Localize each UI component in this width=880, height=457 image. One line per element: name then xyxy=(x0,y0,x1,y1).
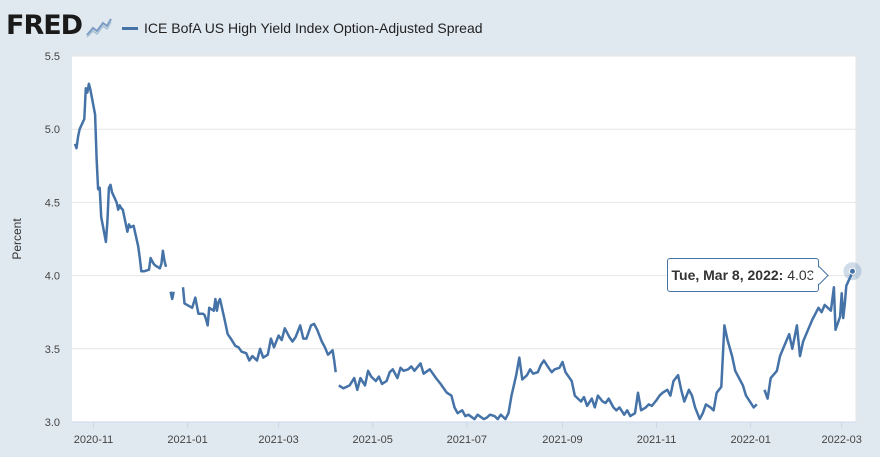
x-tick-label: 2021-11 xyxy=(637,434,677,446)
y-tick-label: 5.0 xyxy=(45,124,60,136)
x-tick-label: 2022-01 xyxy=(730,434,770,446)
fred-logo[interactable]: FRED xyxy=(6,10,83,41)
series-lines xyxy=(73,82,854,421)
x-tick-label: 2021-05 xyxy=(353,434,393,446)
chart-line-icon xyxy=(86,18,112,38)
y-tick-label: 4.5 xyxy=(45,197,60,209)
x-tick-label: 2021-03 xyxy=(258,434,298,446)
tooltip-date: Tue, Mar 8, 2022 xyxy=(671,267,779,283)
series-line-segment xyxy=(763,270,854,400)
legend-swatch xyxy=(122,26,138,30)
x-axis-ticks: 2020-11 2021-01 2021-03 2021-05 2021-07 2021-… xyxy=(74,422,862,446)
series-line-segment xyxy=(338,324,758,421)
highlight-point[interactable] xyxy=(848,267,856,275)
legend-label: ICE BofA US High Yield Index Option-Adju… xyxy=(144,20,483,36)
y-tick-label: 5.5 xyxy=(45,51,60,63)
plot-area xyxy=(72,56,856,422)
x-tick-label: 2021-01 xyxy=(167,434,207,446)
series-line-segment xyxy=(181,287,337,373)
x-tick-label: 2022-03 xyxy=(821,434,861,446)
x-tick-label: 2021-07 xyxy=(447,434,487,446)
gridlines xyxy=(72,55,857,423)
y-axis-ticks: 3.0 3.5 4.0 4.5 5.0 5.5 xyxy=(45,51,60,429)
data-tooltip: Tue, Mar 8, 2022: 4.03 xyxy=(667,258,819,292)
x-tick-label: 2021-09 xyxy=(542,434,582,446)
series-line-segment xyxy=(73,82,168,273)
tooltip-value: 4.03 xyxy=(787,267,815,283)
y-tick-label: 4.0 xyxy=(45,271,60,283)
y-tick-label: 3.0 xyxy=(45,417,60,429)
highlight-marker[interactable] xyxy=(843,262,862,281)
series-line-segment xyxy=(169,291,175,301)
x-tick-label: 2020-11 xyxy=(74,434,114,446)
line-chart[interactable]: 3.0 3.5 4.0 4.5 5.0 5.5 2020-11 2021-01 2021-03… xyxy=(0,48,880,457)
tooltip-colon: : xyxy=(778,267,784,283)
chart-header: FRED ICE BofA US High Yield Index Option… xyxy=(0,0,880,48)
y-axis-label: Percent xyxy=(10,218,24,260)
y-tick-label: 3.5 xyxy=(45,344,60,356)
series-legend[interactable]: ICE BofA US High Yield Index Option-Adju… xyxy=(122,19,483,37)
